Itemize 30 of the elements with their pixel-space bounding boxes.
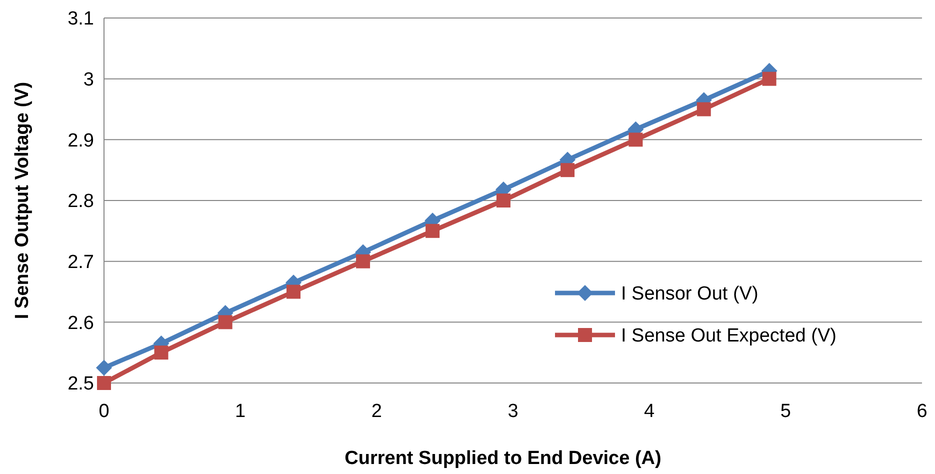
point	[696, 102, 711, 116]
legend-label: I Sense Out Expected (V)	[621, 326, 836, 347]
x-tick-label: 3	[508, 401, 518, 422]
y-tick-label: 2.7	[68, 252, 94, 273]
x-tick-label: 2	[371, 401, 382, 422]
x-tick-label: 6	[916, 401, 928, 422]
y-tick-label: 3	[83, 69, 94, 90]
point	[218, 315, 232, 330]
point	[762, 72, 776, 86]
y-tick-label: 2.8	[68, 191, 94, 212]
point	[286, 284, 301, 299]
y-tick-label: 3.1	[68, 8, 94, 30]
point	[96, 360, 112, 376]
y-tick-label: 2.5	[68, 374, 94, 395]
point	[154, 346, 168, 360]
x-tick-label: 0	[98, 401, 110, 422]
point	[97, 376, 111, 390]
x-axis-title: Current Supplied to End Device (A)	[344, 448, 662, 469]
y-tick-label: 2.6	[68, 312, 94, 334]
y-axis-title: I Sense Output Voltage (V)	[12, 82, 33, 320]
x-tick-label: 5	[780, 401, 791, 422]
point	[496, 194, 510, 208]
point	[426, 224, 440, 238]
x-tick-label: 4	[644, 401, 656, 422]
y-tick-label: 2.9	[68, 130, 94, 152]
point	[356, 254, 370, 268]
x-tick-label: 1	[235, 401, 246, 422]
point	[628, 132, 643, 147]
point	[560, 163, 575, 178]
legend-label: I Sensor Out (V)	[621, 284, 758, 305]
